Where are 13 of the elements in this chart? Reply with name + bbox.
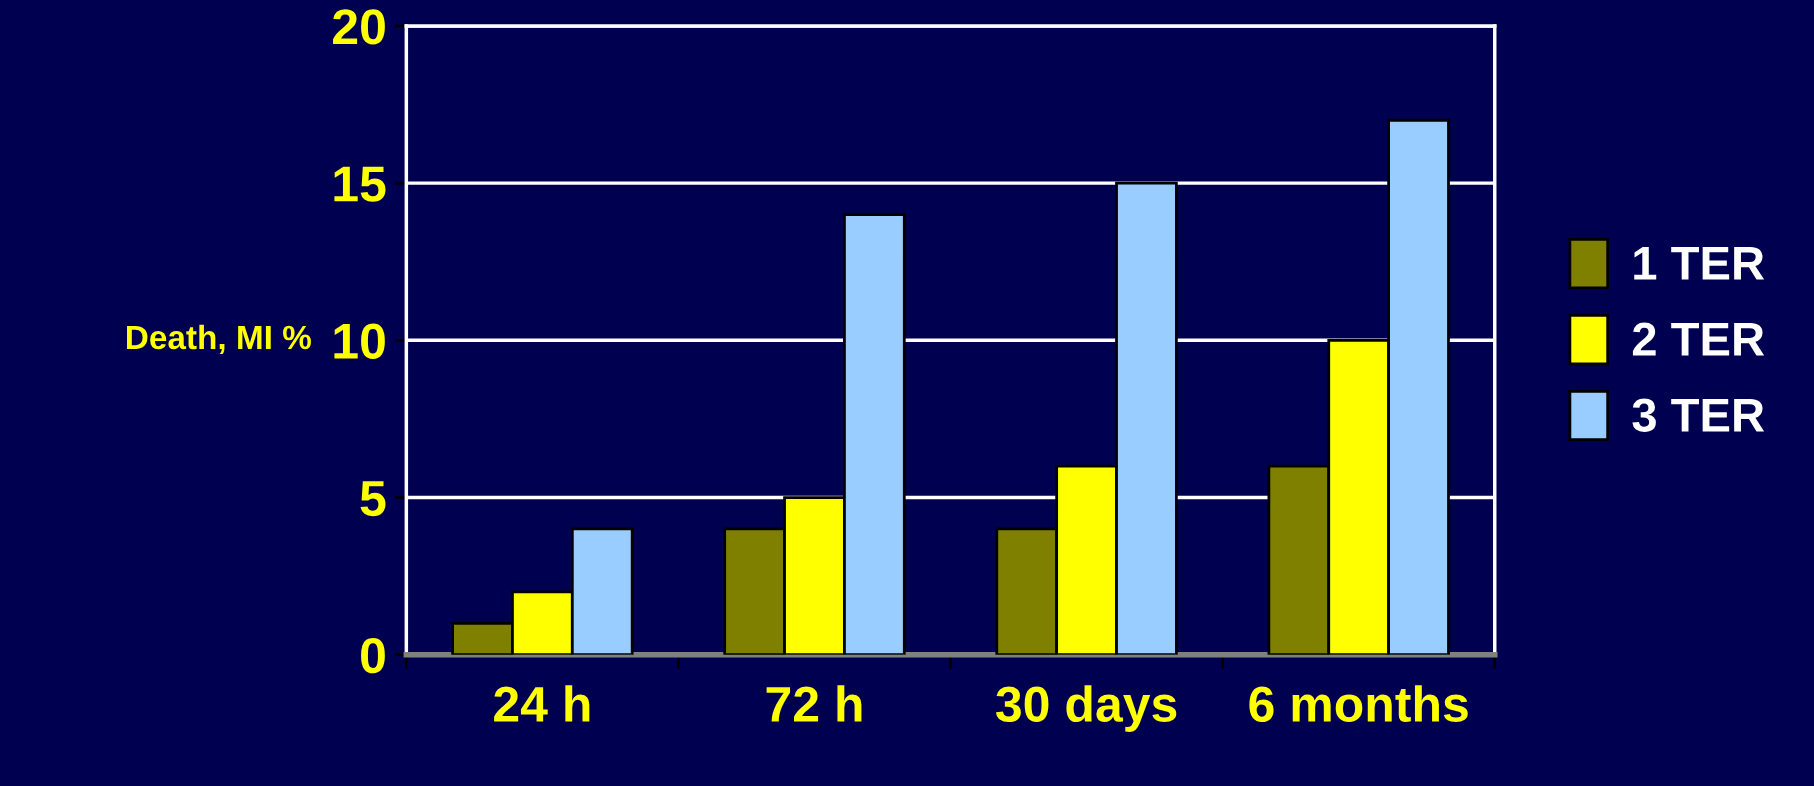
legend-label: 1 TER bbox=[1634, 247, 1765, 280]
y-tick-label: 10 bbox=[334, 323, 385, 359]
legend-label: 3 TER bbox=[1632, 398, 1765, 432]
x-tick-label: 6 months bbox=[1249, 685, 1468, 723]
y-tick-label: 0 bbox=[361, 637, 385, 674]
y-axis-title: Death, MI % bbox=[127, 324, 311, 355]
x-tick-label: 72 h bbox=[766, 685, 862, 722]
x-tick-label: 24 h bbox=[494, 685, 590, 722]
y-tick-label: 5 bbox=[360, 481, 386, 517]
x-tick-label: 30 days bbox=[996, 685, 1177, 732]
legend-label: 2 TER bbox=[1632, 322, 1765, 356]
y-tick-label: 15 bbox=[334, 166, 386, 202]
y-tick-label: 20 bbox=[333, 9, 385, 45]
